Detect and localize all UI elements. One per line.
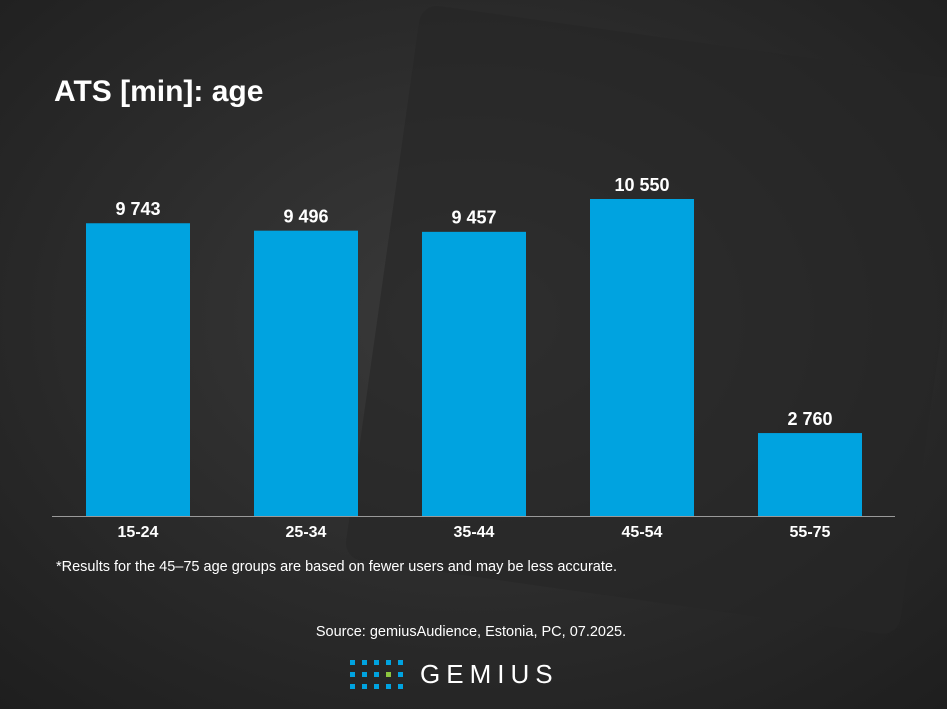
logo-text: GEMIUS: [420, 659, 559, 689]
x-tick-label: 45-54: [622, 524, 663, 541]
x-tick-label: 15-24: [118, 524, 159, 541]
bar: [422, 231, 526, 516]
chart-title: ATS [min]: age: [54, 75, 263, 108]
value-label: 9 743: [115, 199, 160, 219]
x-tick-label: 25-34: [286, 524, 327, 541]
value-label: 2 760: [787, 409, 832, 429]
bar: [758, 433, 862, 516]
value-label: 9 457: [451, 208, 496, 228]
x-tick-label: 55-75: [790, 524, 831, 541]
logo-dots: [350, 660, 403, 689]
bar: [590, 199, 694, 516]
bar: [86, 223, 190, 517]
bar: [254, 230, 358, 516]
source: Source: gemiusAudience, Estonia, PC, 07.…: [316, 624, 626, 640]
footnote: *Results for the 45–75 age groups are ba…: [56, 559, 617, 575]
value-label: 10 550: [614, 175, 669, 195]
value-label: 9 496: [283, 206, 328, 226]
x-tick-label: 35-44: [454, 524, 495, 541]
